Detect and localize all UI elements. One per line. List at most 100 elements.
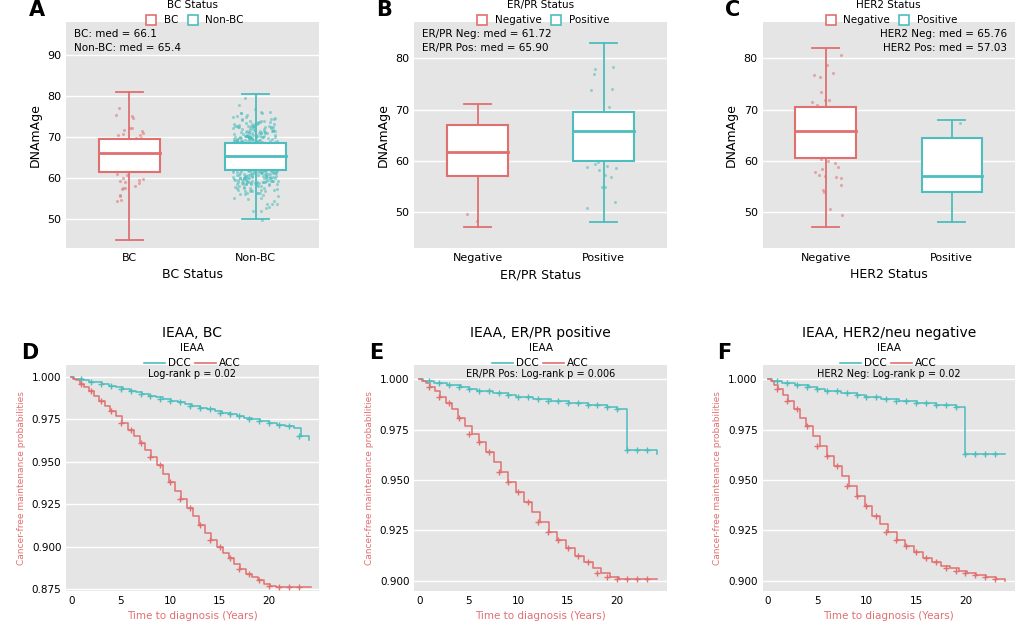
Point: [252, 126, 268, 136]
Point: [108, 148, 124, 159]
Point: [267, 173, 283, 183]
Text: D: D: [20, 343, 38, 363]
Point: [267, 160, 283, 171]
Point: [238, 127, 255, 137]
Point: [259, 171, 275, 182]
Point: [259, 155, 275, 166]
Point: [252, 157, 268, 168]
Point: [232, 153, 249, 163]
Point: [228, 134, 245, 144]
Point: [235, 154, 252, 164]
Point: [260, 160, 276, 170]
Point: [236, 173, 253, 184]
Point: [255, 177, 271, 187]
Point: [124, 112, 141, 123]
Point: [242, 147, 258, 157]
Point: [237, 132, 254, 142]
Point: [236, 172, 253, 182]
Point: [242, 162, 258, 172]
Point: [250, 167, 266, 177]
Point: [133, 134, 150, 144]
Point: [239, 135, 256, 146]
Point: [805, 114, 821, 124]
X-axis label: BC Status: BC Status: [162, 268, 223, 281]
Point: [265, 141, 281, 151]
Point: [251, 156, 267, 166]
Point: [810, 169, 826, 180]
Point: [263, 143, 279, 153]
Title: IEAA, HER2/neu negative: IEAA, HER2/neu negative: [801, 326, 975, 340]
Point: [235, 156, 252, 166]
Point: [133, 125, 150, 135]
Point: [257, 162, 273, 173]
Point: [243, 160, 259, 170]
Point: [117, 183, 133, 193]
Point: [587, 148, 603, 159]
Y-axis label: Cancer-free maintenance probabilities: Cancer-free maintenance probabilities: [17, 391, 26, 565]
Point: [235, 162, 252, 173]
Point: [255, 146, 271, 156]
Point: [234, 153, 251, 164]
Point: [255, 171, 271, 182]
Point: [806, 116, 822, 126]
Point: [258, 154, 274, 164]
Point: [235, 155, 252, 166]
Bar: [795, 107, 855, 159]
Point: [246, 168, 262, 178]
Point: [257, 173, 273, 183]
Point: [237, 161, 254, 171]
Point: [803, 135, 819, 145]
Point: [822, 130, 839, 140]
Point: [225, 164, 242, 175]
Point: [260, 133, 276, 143]
Point: [249, 119, 265, 129]
Point: [114, 128, 130, 139]
Point: [258, 148, 274, 159]
Point: [267, 168, 283, 178]
Point: [239, 164, 256, 174]
Point: [832, 135, 848, 145]
Point: [257, 176, 273, 186]
Point: [231, 139, 248, 150]
Point: [254, 108, 270, 118]
Point: [245, 148, 261, 159]
Point: [261, 142, 277, 152]
Point: [238, 175, 255, 186]
Legend: DCC, ACC: DCC, ACC: [140, 339, 245, 372]
Point: [237, 146, 254, 156]
Point: [251, 143, 267, 153]
Point: [246, 166, 262, 177]
Point: [225, 150, 242, 160]
Point: [248, 137, 264, 148]
Point: [247, 164, 263, 175]
Point: [252, 135, 268, 145]
Point: [246, 162, 262, 172]
Point: [270, 137, 286, 148]
X-axis label: ER/PR Status: ER/PR Status: [499, 268, 581, 281]
Point: [227, 139, 244, 150]
Text: A: A: [29, 0, 45, 20]
Point: [931, 177, 948, 187]
Point: [240, 150, 257, 160]
Point: [244, 138, 260, 148]
Point: [269, 136, 285, 146]
Point: [107, 155, 123, 166]
Point: [234, 114, 251, 125]
Point: [600, 118, 616, 128]
Point: [233, 137, 250, 148]
Point: [803, 126, 819, 137]
Point: [264, 134, 280, 144]
Point: [260, 137, 276, 148]
Point: [237, 148, 254, 159]
Point: [230, 100, 247, 110]
Point: [235, 143, 252, 153]
Text: B: B: [376, 0, 392, 20]
Point: [115, 146, 131, 157]
Point: [255, 139, 271, 149]
Point: [458, 134, 474, 144]
Point: [112, 195, 128, 205]
Point: [110, 130, 126, 141]
Point: [829, 162, 846, 173]
Point: [258, 153, 274, 163]
Point: [129, 157, 146, 168]
